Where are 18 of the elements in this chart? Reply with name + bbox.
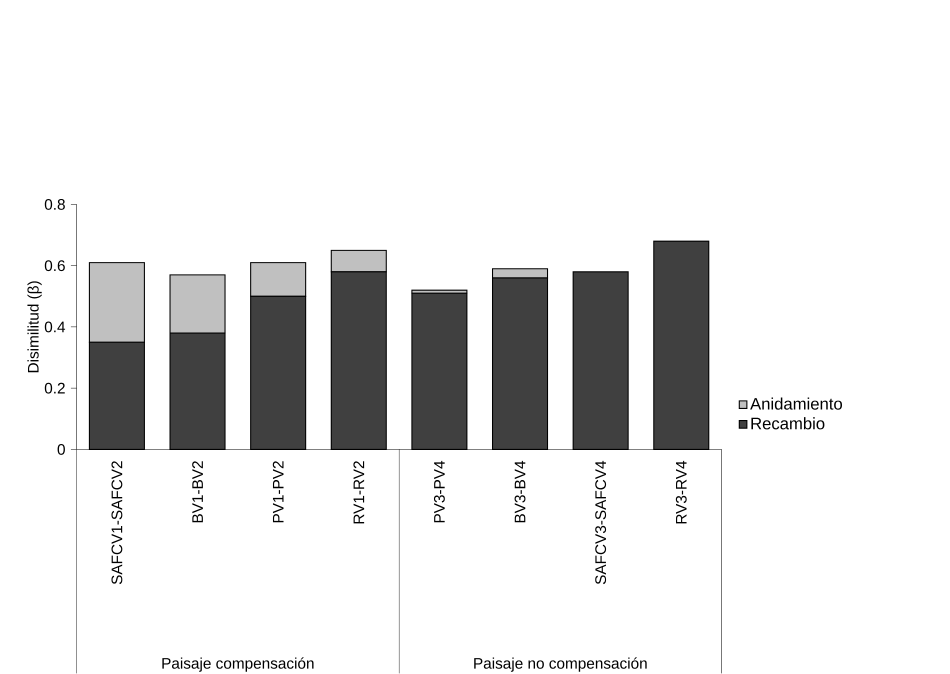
x-tick-label: BV1-BV2 bbox=[192, 461, 203, 522]
y-tick-label: 0.8 bbox=[44, 199, 65, 210]
x-tick-label: PV3-PV4 bbox=[434, 461, 445, 522]
x-tick-label: RV1-RV2 bbox=[353, 461, 364, 524]
x-tick-label: BV3-BV4 bbox=[514, 461, 526, 522]
y-tick-label: 0 bbox=[58, 444, 65, 456]
y-tick-label: 0.6 bbox=[44, 260, 65, 272]
y-tick-label: 0.4 bbox=[44, 322, 66, 333]
x-tick-label: RV3-RV4 bbox=[676, 461, 687, 524]
x-tick-label: SAFCV1-SAFCV2 bbox=[111, 461, 122, 584]
text: Paisaje no compensación bbox=[474, 657, 647, 672]
y-axis-title: Disimilitud (β) bbox=[27, 281, 42, 372]
x-tick-label: SAFCV3-SAFCV4 bbox=[595, 461, 606, 584]
legend-label: Recambio bbox=[751, 417, 824, 430]
legend-label: Anidamiento bbox=[750, 398, 842, 410]
text: Paisaje compensación bbox=[162, 657, 314, 672]
x-tick-label: PV1-PV2 bbox=[272, 461, 284, 522]
y-tick-label: 0.2 bbox=[44, 382, 65, 394]
